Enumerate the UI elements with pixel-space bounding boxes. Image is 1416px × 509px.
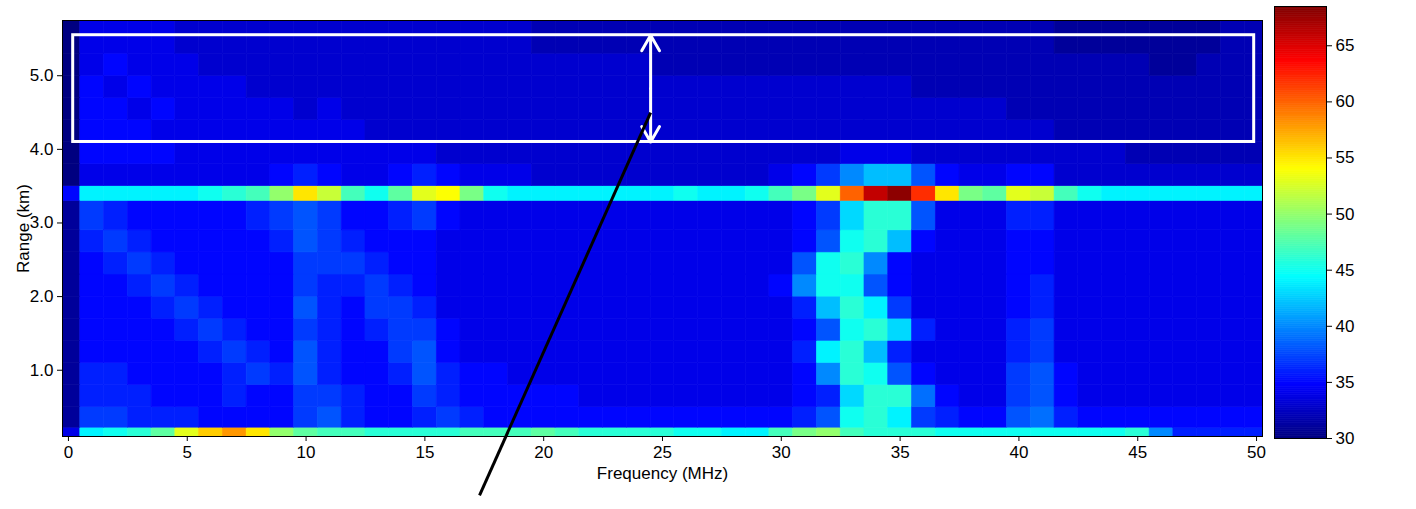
svg-text:5: 5 bbox=[183, 443, 192, 462]
svg-text:45: 45 bbox=[1128, 443, 1147, 462]
svg-text:10: 10 bbox=[297, 443, 316, 462]
svg-text:25: 25 bbox=[653, 443, 672, 462]
svg-text:65: 65 bbox=[1336, 36, 1355, 55]
svg-text:55: 55 bbox=[1336, 148, 1355, 167]
svg-text:3.0: 3.0 bbox=[30, 213, 54, 232]
svg-text:0: 0 bbox=[64, 443, 73, 462]
svg-text:35: 35 bbox=[1336, 373, 1355, 392]
svg-text:40: 40 bbox=[1009, 443, 1028, 462]
svg-text:30: 30 bbox=[1336, 429, 1355, 448]
svg-text:35: 35 bbox=[891, 443, 910, 462]
svg-text:40: 40 bbox=[1336, 317, 1355, 336]
svg-text:15: 15 bbox=[415, 443, 434, 462]
svg-text:5.0: 5.0 bbox=[30, 66, 54, 85]
svg-text:50: 50 bbox=[1336, 205, 1355, 224]
svg-text:60: 60 bbox=[1336, 92, 1355, 111]
svg-text:1.0: 1.0 bbox=[30, 361, 54, 380]
svg-text:Range (km): Range (km) bbox=[14, 184, 33, 273]
svg-text:30: 30 bbox=[772, 443, 791, 462]
svg-text:2.0: 2.0 bbox=[30, 287, 54, 306]
svg-text:Frequency (MHz): Frequency (MHz) bbox=[597, 464, 728, 483]
svg-text:4.0: 4.0 bbox=[30, 140, 54, 159]
svg-text:20: 20 bbox=[534, 443, 553, 462]
svg-text:50: 50 bbox=[1247, 443, 1266, 462]
svg-text:45: 45 bbox=[1336, 261, 1355, 280]
